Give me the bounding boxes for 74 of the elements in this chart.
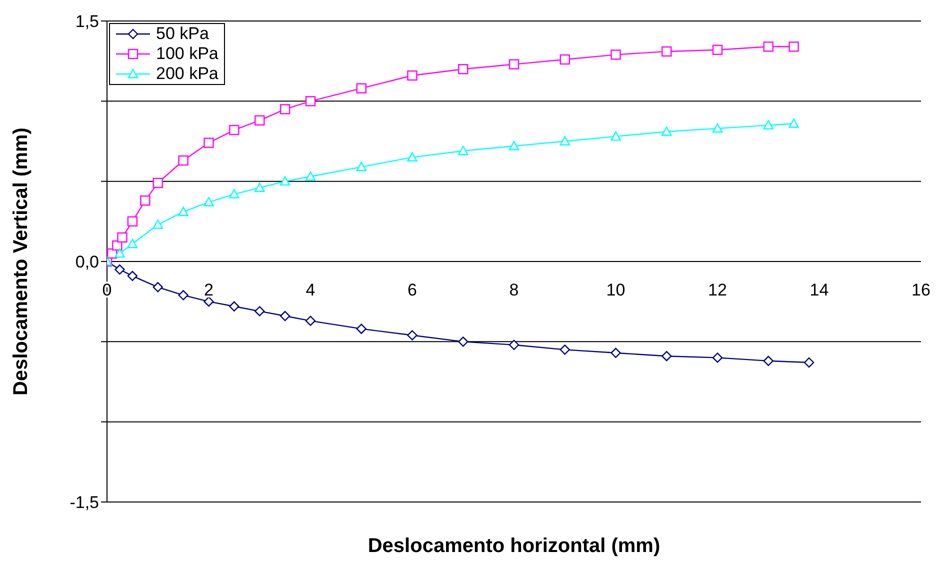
x-tick-label: 14 [810, 280, 829, 300]
x-tick-label: 2 [204, 280, 214, 300]
point [407, 70, 418, 81]
y-tick-label: 0,0 [75, 252, 99, 272]
x-tick-label: 16 [912, 280, 930, 300]
y-tick-label: -1,5 [70, 493, 99, 512]
point [662, 350, 672, 362]
point [204, 197, 214, 206]
point [763, 42, 774, 52]
point [804, 357, 814, 368]
x-tick-label: 10 [606, 280, 626, 300]
point [407, 330, 418, 340]
point [152, 282, 163, 292]
point [178, 155, 188, 166]
x-axis-title: Deslocamento horizontal (mm) [368, 535, 660, 557]
legend-label: 50 kPa [156, 24, 209, 44]
legend-label: 100 kPa [156, 44, 218, 64]
point [114, 248, 125, 258]
point [229, 301, 240, 312]
point [280, 310, 290, 322]
point [763, 356, 774, 366]
point [305, 171, 316, 181]
y-axis-title: Deslocamento Vertical (mm) [10, 128, 32, 396]
point [508, 140, 520, 150]
point [560, 54, 570, 65]
x-tick-label: 4 [306, 280, 316, 300]
point [560, 344, 570, 355]
point [204, 138, 214, 148]
point [407, 152, 418, 162]
x-tick-label: 8 [509, 280, 519, 300]
point [254, 182, 265, 192]
point [508, 340, 520, 350]
point [508, 59, 520, 70]
point [280, 104, 290, 114]
point [662, 46, 672, 57]
point [152, 178, 163, 188]
y-tick-label: 1,5 [75, 12, 99, 32]
point [254, 115, 265, 126]
point [178, 206, 188, 216]
point [254, 306, 265, 316]
point [127, 270, 138, 282]
point [610, 50, 621, 60]
x-tick-label: 12 [708, 280, 727, 300]
point [458, 336, 468, 347]
legend-label: 200 kPa [156, 64, 218, 84]
point [356, 162, 366, 172]
point [788, 118, 799, 128]
point [788, 42, 799, 52]
point [229, 189, 240, 198]
point [458, 146, 468, 156]
point [712, 352, 723, 363]
point [152, 220, 163, 229]
point [114, 264, 125, 275]
point [662, 126, 672, 136]
point [140, 195, 150, 206]
point [458, 64, 468, 74]
point [117, 232, 128, 243]
point [560, 136, 570, 146]
point [229, 124, 240, 136]
x-tick-label: 6 [408, 280, 417, 300]
point [356, 324, 366, 334]
point [610, 348, 621, 358]
point [712, 123, 723, 133]
point [305, 96, 316, 106]
point [712, 44, 723, 55]
point [178, 290, 188, 300]
point [127, 238, 138, 248]
point [280, 176, 290, 186]
point [204, 296, 214, 307]
point [305, 316, 316, 326]
point [610, 131, 621, 141]
point [763, 120, 774, 130]
point [127, 216, 138, 227]
point [356, 83, 366, 94]
